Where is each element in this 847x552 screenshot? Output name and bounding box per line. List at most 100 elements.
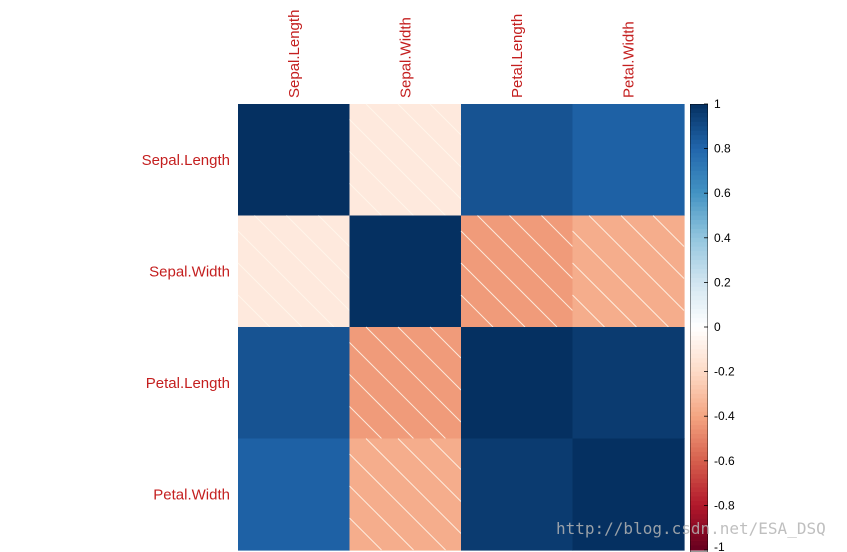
- legend-color-strip: [690, 211, 708, 217]
- heatmap-cell: [461, 438, 574, 551]
- legend-color-strip: [690, 117, 708, 123]
- negative-hatch-line: [349, 183, 382, 216]
- negative-hatch-line: [349, 151, 414, 216]
- column-labels: Sepal.Length Sepal.Width Petal.Length Petal…: [286, 10, 638, 98]
- row-label: Sepal.Width: [149, 263, 230, 280]
- column-label: Petal.Length: [509, 14, 526, 98]
- negative-hatch-line: [572, 262, 637, 328]
- heatmap-cell: [461, 104, 574, 217]
- legend-color-strip: [690, 349, 708, 355]
- row-label: Sepal.Length: [142, 152, 230, 169]
- heatmap-cell: [238, 215, 351, 328]
- legend-color-strip: [690, 242, 708, 248]
- legend-color-strip: [690, 353, 708, 359]
- heatmap-cell: [572, 104, 685, 217]
- legend-color-strip: [690, 318, 708, 324]
- watermark-text: http://blog.csdn.net/ESA_DSQ: [556, 519, 826, 538]
- legend-color-strip: [690, 429, 708, 435]
- legend-color-strip: [690, 277, 708, 283]
- legend-color-strip: [690, 344, 708, 350]
- heatmap-cell: [238, 104, 351, 217]
- negative-hatch-line: [652, 215, 685, 247]
- legend-color-strip: [690, 112, 708, 118]
- legend-tick-label: -0.6: [714, 454, 735, 468]
- negative-hatch-line: [460, 262, 526, 328]
- legend-color-strip: [690, 389, 708, 395]
- legend-color-strip: [690, 505, 708, 511]
- legend-color-strip: [690, 282, 708, 288]
- heatmap-cell: [349, 327, 462, 440]
- negative-hatch-line: [460, 294, 494, 328]
- heatmap-cell: [572, 438, 685, 551]
- legend-color-strip: [690, 224, 708, 230]
- legend-color-strip: [690, 367, 708, 373]
- legend-color-strip: [690, 304, 708, 310]
- heatmap-cell: [349, 438, 462, 551]
- legend-color-strip: [690, 442, 708, 449]
- negative-hatch-line: [588, 215, 685, 311]
- legend-color-strip: [690, 135, 708, 141]
- legend-color-strip: [690, 260, 708, 266]
- row-label: Petal.Width: [153, 486, 230, 503]
- legend-color-strip: [690, 322, 708, 328]
- legend-color-strip: [690, 139, 708, 145]
- negative-hatch-line: [349, 453, 446, 551]
- legend-color-strip: [690, 523, 708, 529]
- legend-color-strip: [690, 327, 708, 333]
- legend-color-strip: [690, 532, 708, 538]
- legend-color-strip: [690, 188, 708, 194]
- negative-hatch-line: [349, 342, 446, 439]
- legend-color-strip: [690, 206, 708, 212]
- legend-color-strip: [690, 384, 708, 391]
- legend-color-strip: [690, 509, 708, 515]
- legend-tick-label: 0.4: [714, 231, 731, 245]
- legend-color-strip: [690, 434, 708, 440]
- legend-tick-label: 0.2: [714, 275, 731, 289]
- negative-hatch-line: [349, 119, 446, 216]
- legend-color-strip: [690, 469, 708, 475]
- heatmap-cell: [238, 327, 351, 440]
- legend-color-strip: [690, 376, 708, 382]
- negative-hatch-line: [572, 294, 605, 328]
- negative-hatch-line: [365, 326, 462, 423]
- legend-color-strip: [690, 153, 708, 159]
- legend-color-strip: [690, 451, 708, 457]
- heatmap-cell: [349, 104, 462, 217]
- legend-color-strip: [690, 460, 708, 466]
- legend-tick-label: -0.8: [714, 498, 735, 512]
- negative-hatch-line: [620, 215, 685, 279]
- negative-hatch-line: [365, 438, 462, 534]
- negative-hatch-line: [397, 103, 462, 168]
- heatmap-cell: [572, 215, 685, 328]
- legend-color-strip: [690, 545, 708, 551]
- negative-hatch-line: [509, 215, 573, 279]
- legend-color-strip: [690, 393, 708, 399]
- legend-color-strip: [690, 411, 708, 417]
- heatmap-cell: [461, 215, 574, 328]
- legend-color-strip: [690, 478, 708, 484]
- column-label: Petal.Width: [620, 21, 637, 98]
- legend-color-strip: [690, 148, 708, 154]
- legend-color-strip: [690, 175, 708, 181]
- legend-color-strip: [690, 108, 708, 114]
- negative-hatch-line: [397, 438, 462, 502]
- legend-color-strip: [690, 184, 708, 190]
- legend-color-strip: [690, 500, 708, 506]
- legend-color-strip: [690, 309, 708, 315]
- negative-hatch-line: [254, 215, 350, 311]
- negative-hatch-line: [429, 438, 462, 470]
- legend-color-strip: [690, 295, 708, 301]
- legend-color-strip: [690, 380, 708, 386]
- legend-color-strip: [690, 197, 708, 203]
- legend-color-strip: [690, 447, 708, 453]
- legend-color-strip: [690, 527, 708, 533]
- negative-hatch-line: [429, 326, 462, 359]
- legend-color-strip: [690, 202, 708, 208]
- legend-color-strip: [690, 286, 708, 292]
- legend-color-strip: [690, 161, 708, 168]
- legend-color-strip: [690, 193, 708, 199]
- negative-hatch-line: [460, 230, 558, 328]
- legend-color-strip: [690, 456, 708, 462]
- heatmap-cell: [349, 215, 462, 328]
